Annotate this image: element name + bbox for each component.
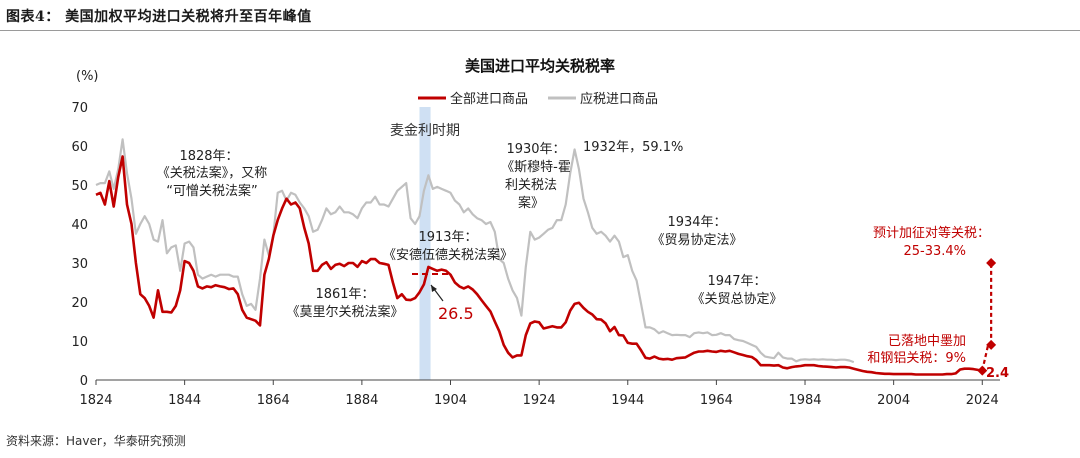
annotation-1913-line: 《安德伍德关税法案》 (383, 248, 513, 263)
annotation-1828-line: 《关税法案》，又称 (157, 166, 268, 181)
x-tick-label: 1964 (700, 393, 733, 408)
x-tick-label: 1844 (168, 393, 201, 408)
annotation-1932-peak: 1932年，59.1% (583, 140, 683, 155)
y-tick-label: 70 (71, 101, 88, 116)
annotation-1930-line: 《斯穆特-霍 (501, 160, 571, 175)
legend-label-dutiable: 应税进口商品 (580, 91, 658, 107)
y-tick-label: 0 (80, 374, 88, 389)
annotation-1947: 1947年： 《关贸总协定》 (691, 274, 782, 307)
projection-dash (981, 344, 990, 371)
y-tick-label: 60 (71, 140, 88, 155)
annotation-1930: 1930年： 《斯穆特-霍 利关税法 案》 (501, 142, 571, 211)
x-tick-label: 1924 (523, 393, 556, 408)
title-divider (0, 30, 1080, 31)
annotation-1861: 1861年： 《莫里尔关税法案》 (286, 287, 403, 320)
projection-marker (977, 365, 988, 376)
annotation-1828: 1828年： 《关税法案》，又称 “可憎关税法案” (157, 149, 268, 199)
x-axis-ticks: 1824 1844 1864 1884 1904 1924 1944 1964 1984 2004… (79, 380, 999, 408)
y-tick-label: 50 (71, 179, 88, 194)
series-line-all-goods (95, 155, 983, 376)
projection-marker (986, 339, 997, 350)
y-axis-ticks: 0 10 20 30 40 50 60 70 (71, 101, 88, 389)
figure-title: 图表4： 美国加权平均进口关税将升至百年峰值 (6, 9, 312, 25)
annotation-1861-line: 1861年： (315, 287, 374, 302)
x-tick-label: 2004 (877, 393, 910, 408)
mckinley-average-value: 26.5 (438, 304, 474, 323)
y-axis-unit: (%) (76, 69, 99, 84)
x-tick-label: 1824 (79, 393, 112, 408)
annotation-1930-line: 案》 (518, 196, 544, 211)
annotation-1934: 1934年： 《贸易协定法》 (651, 215, 742, 248)
annotation-projection-line: 和钢铝关税：9% (867, 351, 966, 366)
chart-title: 美国进口平均关税税率 (465, 57, 615, 75)
x-tick-label: 1864 (257, 393, 290, 408)
annotation-1861-line: 《莫里尔关税法案》 (286, 305, 403, 320)
annotation-1828-line: “可憎关税法案” (166, 183, 257, 199)
annotation-1934-line: 1934年： (667, 215, 726, 230)
y-tick-label: 40 (71, 218, 88, 233)
x-tick-label: 1904 (434, 393, 467, 408)
projection-marker (986, 258, 997, 268)
y-tick-label: 20 (71, 296, 88, 311)
annotation-projection-line: 已落地中墨加 (888, 334, 966, 349)
annotation-1913-line: 1913年： (418, 230, 477, 245)
x-tick-label: 2024 (966, 393, 999, 408)
tariff-projection (977, 258, 997, 376)
x-tick-label: 1884 (345, 393, 378, 408)
annotation-projection-line: 预计加征对等关税： (873, 225, 990, 241)
x-tick-label: 1984 (788, 393, 821, 408)
mckinley-period-band (419, 107, 431, 380)
annotation-1947-line: 《关贸总协定》 (691, 292, 782, 307)
source-note: 资料来源：Haver，华泰研究预测 (6, 434, 186, 448)
annotation-projection-reciprocal: 预计加征对等关税： 25-33.4% (873, 225, 990, 259)
annotation-projection-current: 已落地中墨加 和钢铝关税：9% (867, 334, 966, 366)
annotation-arrowhead (431, 285, 437, 292)
y-tick-label: 10 (71, 335, 88, 350)
y-tick-label: 30 (71, 257, 88, 272)
annotation-1913: 1913年： 《安德伍德关税法案》 (383, 230, 513, 263)
x-tick-label: 1944 (611, 393, 644, 408)
annotation-1930-line: 1930年： (506, 142, 565, 157)
series-line-dutiable (95, 138, 855, 364)
annotation-1947-line: 1947年： (707, 274, 766, 289)
mckinley-period-label: 麦金利时期 (390, 123, 460, 139)
annotation-1930-line: 利关税法 (505, 178, 557, 193)
annotation-projection-line: 25-33.4% (903, 244, 966, 259)
current-value-label: 2.4 (986, 366, 1009, 381)
legend-label-all-goods: 全部进口商品 (450, 91, 528, 107)
annotation-1828-line: 1828年： (179, 149, 238, 164)
annotation-1934-line: 《贸易协定法》 (651, 233, 742, 248)
